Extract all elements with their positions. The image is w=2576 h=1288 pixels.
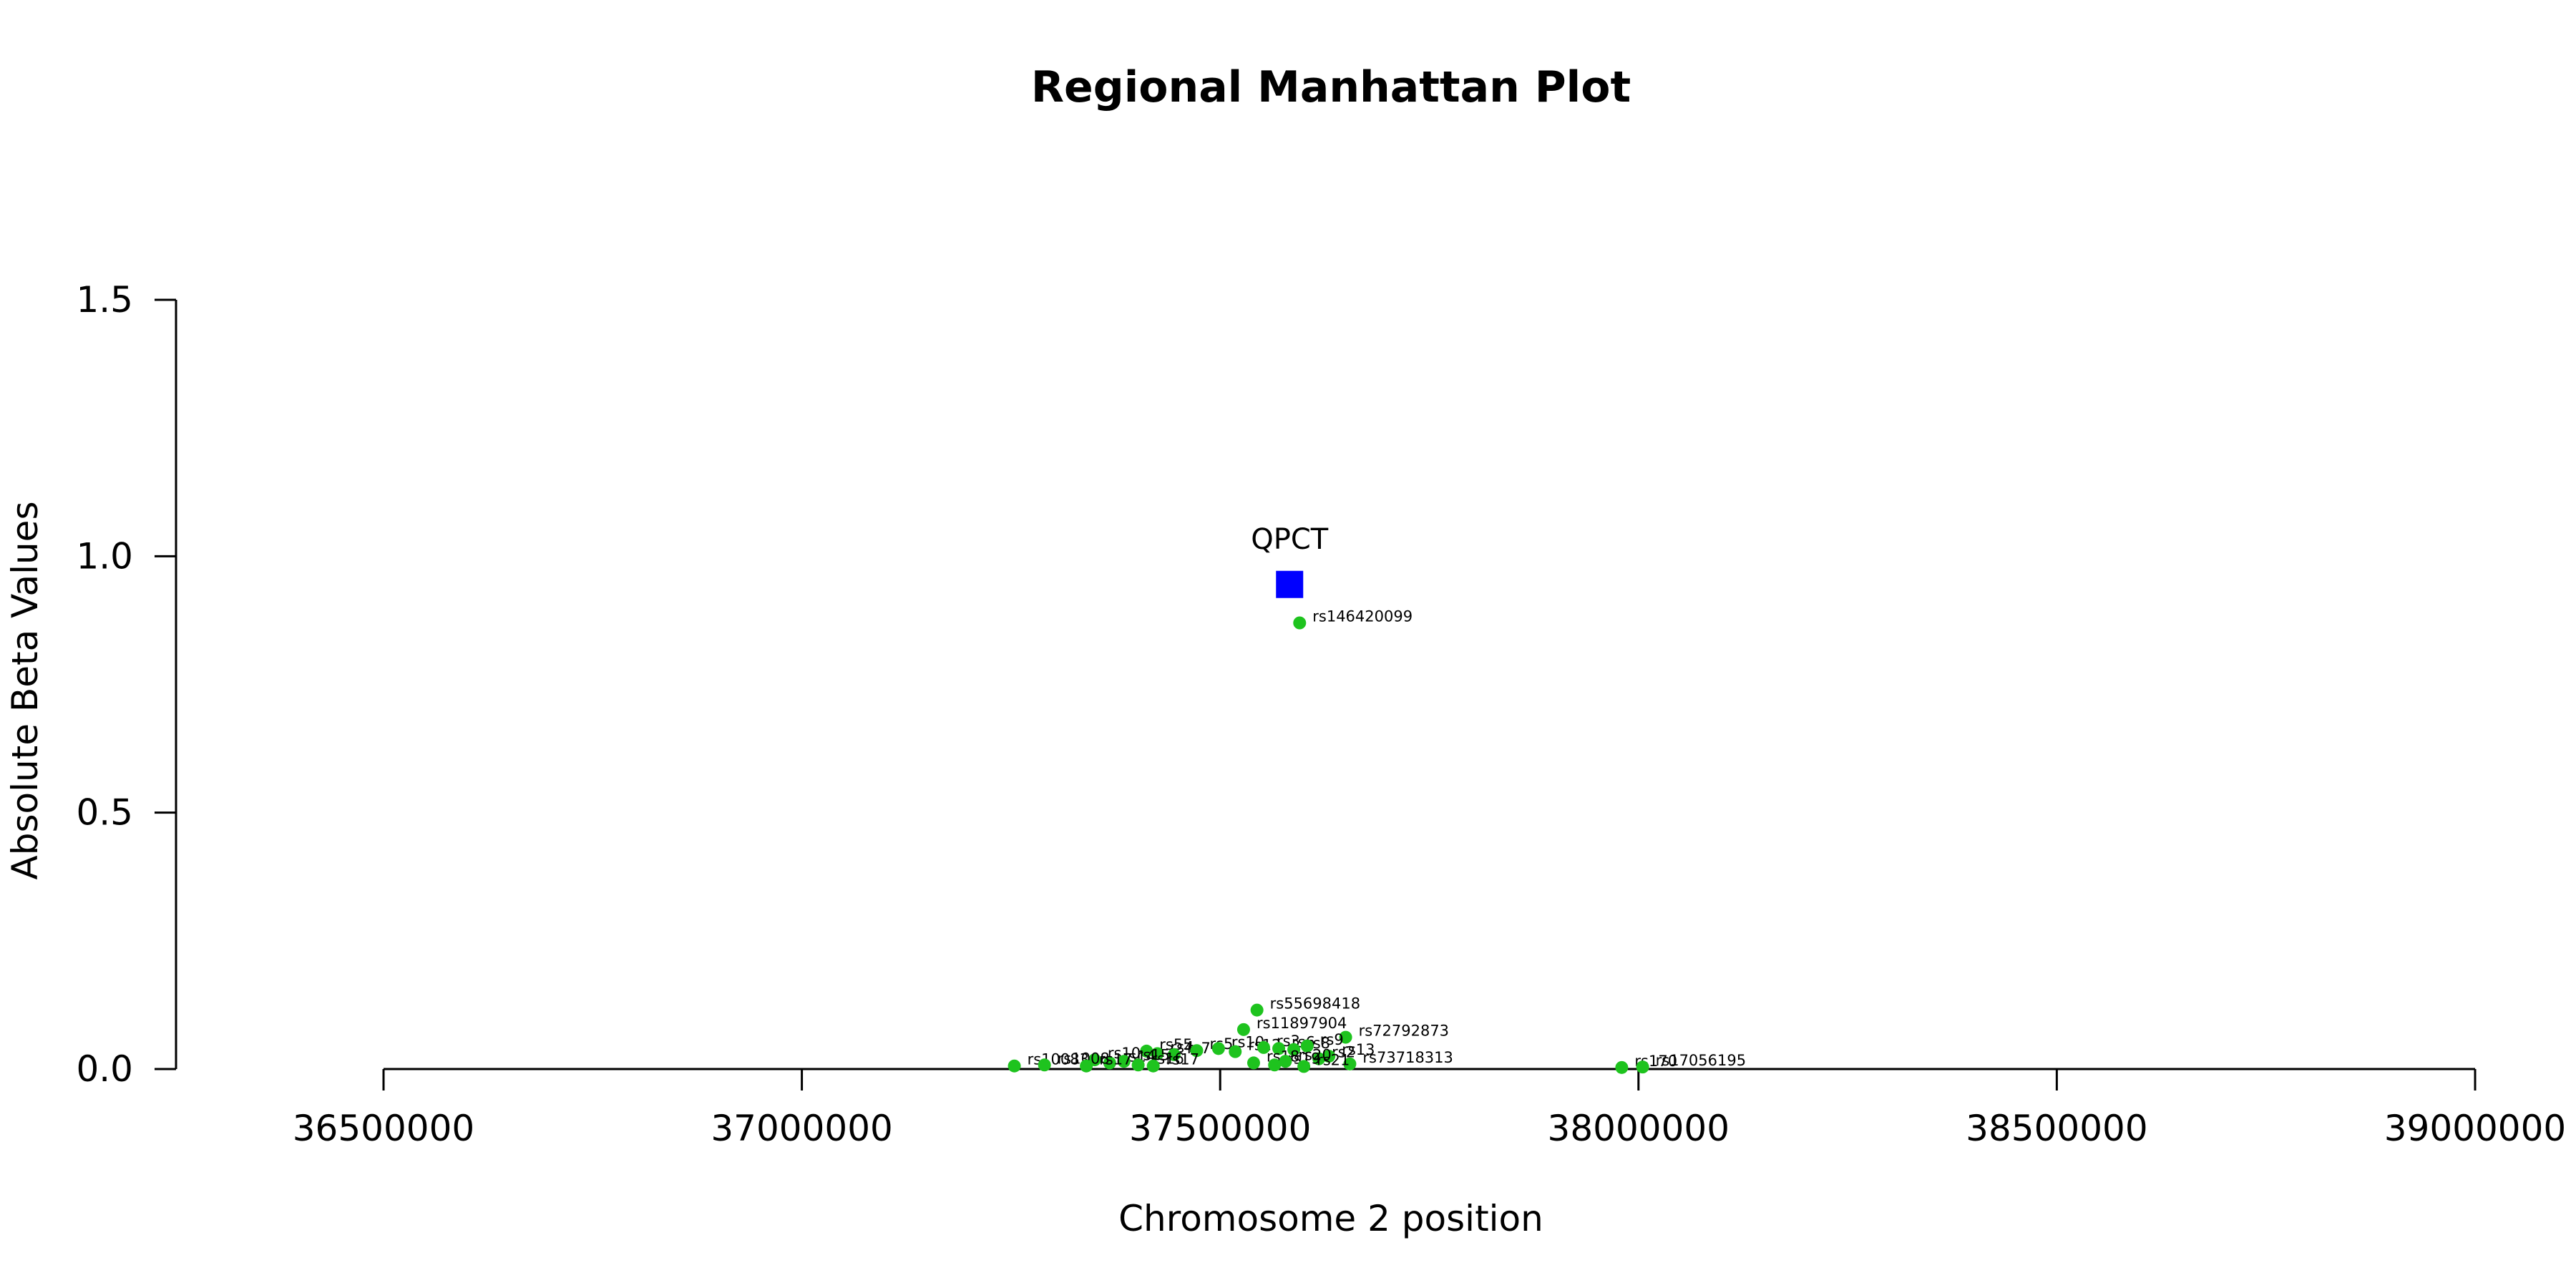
snp-label: rs10083 — [1028, 1051, 1089, 1068]
snp-label: rs55698418 — [1270, 995, 1360, 1013]
chart-title: Regional Manhattan Plot — [1031, 62, 1631, 112]
gene-square — [1276, 570, 1304, 598]
snp-point — [1257, 1040, 1270, 1054]
snp-point — [1117, 1055, 1131, 1068]
snp-point — [1140, 1044, 1153, 1058]
snp-point — [1272, 1042, 1286, 1055]
snp-point — [1236, 1023, 1250, 1036]
snp-point — [1322, 1050, 1336, 1063]
gene-marker: QPCT — [1251, 523, 1329, 598]
snp-point — [1312, 1052, 1326, 1065]
snp-point — [1268, 1058, 1282, 1072]
y-tick-label: 0.5 — [76, 792, 133, 834]
snp-label: rs9 — [1320, 1031, 1344, 1048]
snp-point — [1636, 1060, 1649, 1074]
y-tick-label: 0.0 — [76, 1048, 133, 1090]
snp-point — [1229, 1045, 1242, 1058]
snp-label: rs11897904 — [1257, 1015, 1347, 1032]
snp-point — [1080, 1059, 1093, 1073]
snp-label: rs72792873 — [1359, 1023, 1449, 1040]
snp-point — [1211, 1042, 1225, 1055]
snp-label: rs73718313 — [1362, 1049, 1453, 1066]
snp-point — [1300, 1039, 1314, 1053]
x-tick-label: 37000000 — [711, 1108, 893, 1149]
snp-point — [1343, 1057, 1357, 1070]
snp-point — [1246, 1056, 1260, 1070]
y-axis-label: Absolute Beta Values — [4, 502, 46, 880]
gene-label: QPCT — [1251, 523, 1329, 556]
snp-point — [1151, 1047, 1164, 1060]
snp-point — [1103, 1056, 1116, 1070]
y-tick-label: 1.5 — [76, 279, 133, 321]
snp-label: rs17 — [1099, 1051, 1132, 1068]
snp-point — [1339, 1030, 1352, 1044]
snp-label: rs13 — [1342, 1041, 1375, 1058]
snp-label: rs146420099 — [1312, 608, 1413, 625]
snp-point — [1293, 616, 1307, 630]
snp-point — [1038, 1058, 1051, 1072]
data-points: rs146420099 rs55698418 rs11897904 rs7279287… — [1008, 608, 1746, 1074]
x-tick-label: 39000000 — [2384, 1108, 2567, 1149]
x-tick-label: 36500000 — [293, 1108, 475, 1149]
axes: 36500000 37000000 37500000 38000000 38500000… — [76, 279, 2566, 1149]
snp-label: rs21 — [1317, 1051, 1350, 1068]
snp-label: rs17056195 — [1656, 1052, 1746, 1069]
snp-point — [1297, 1060, 1311, 1073]
x-tick-label: 38000000 — [1548, 1108, 1730, 1149]
snp-point — [1131, 1058, 1145, 1072]
snp-point — [1146, 1059, 1160, 1073]
snp-point — [1167, 1048, 1181, 1061]
x-tick-label: 37500000 — [1129, 1108, 1312, 1149]
x-tick-label: 38500000 — [1966, 1108, 2148, 1149]
x-axis-label: Chromosome 2 position — [1118, 1198, 1543, 1239]
snp-point — [1190, 1044, 1204, 1058]
snp-point — [1008, 1059, 1021, 1073]
snp-label: rs17 — [1166, 1051, 1199, 1068]
snp-point — [1615, 1060, 1629, 1074]
snp-point — [1250, 1003, 1264, 1017]
snp-point — [1279, 1055, 1292, 1068]
y-tick-label: 1.0 — [76, 535, 133, 577]
snp-point — [1287, 1043, 1301, 1056]
